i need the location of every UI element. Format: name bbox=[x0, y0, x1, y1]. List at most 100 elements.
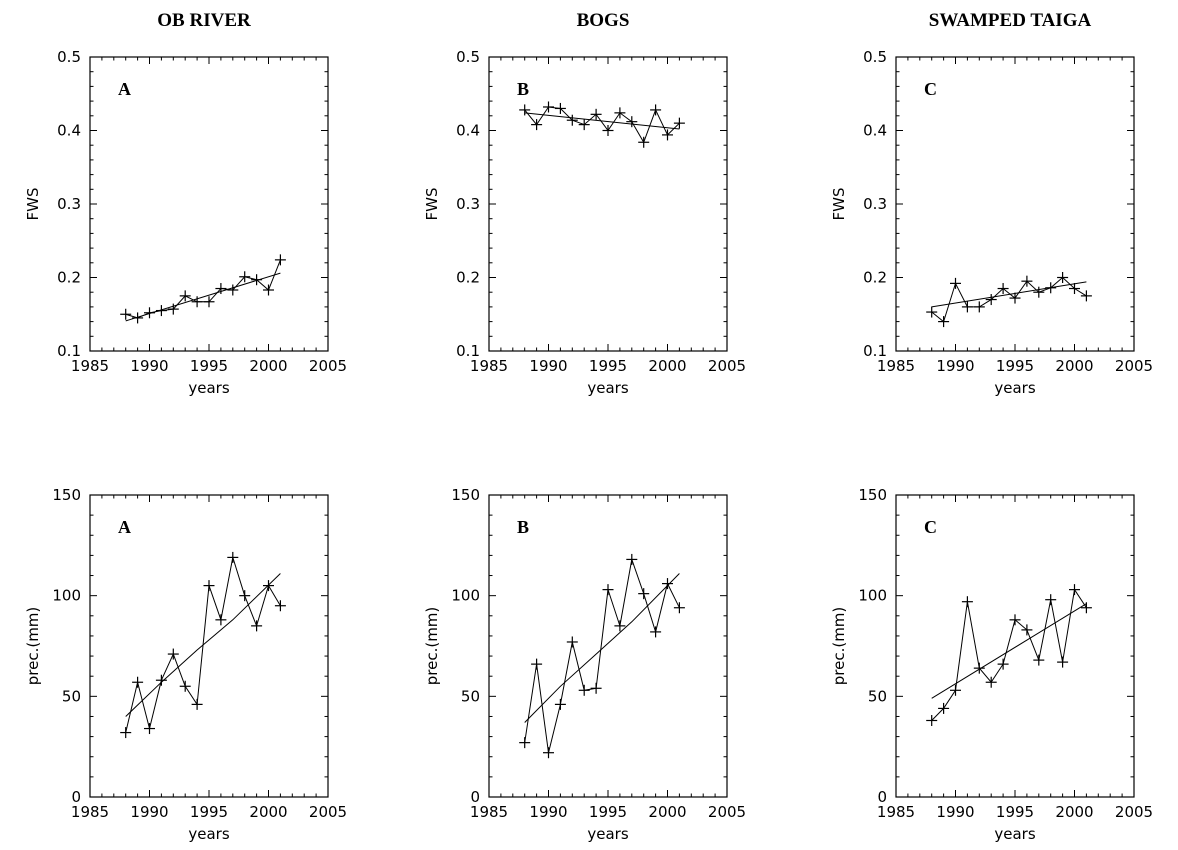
y-tick-label: 100 bbox=[858, 587, 887, 605]
panel-label: B bbox=[517, 517, 529, 537]
y-tick-label: 0.3 bbox=[863, 195, 887, 213]
data-point bbox=[227, 284, 239, 296]
y-axis-label: FWS bbox=[830, 188, 848, 221]
data-point bbox=[144, 307, 155, 319]
data-point bbox=[1057, 272, 1069, 283]
x-tick-label: 1995 bbox=[190, 357, 228, 375]
data-point bbox=[950, 277, 961, 289]
y-tick-label: 0.3 bbox=[57, 195, 81, 213]
data-point bbox=[263, 580, 274, 592]
y-tick-label: 0.4 bbox=[863, 122, 887, 140]
trend-line bbox=[931, 281, 1087, 308]
x-tick-label: 2005 bbox=[1115, 357, 1153, 375]
data-point bbox=[155, 674, 167, 686]
plot-frame bbox=[895, 494, 1135, 798]
x-tick-label: 1985 bbox=[470, 357, 508, 375]
data-point bbox=[167, 303, 179, 315]
x-tick-label: 1990 bbox=[936, 357, 974, 375]
data-point bbox=[938, 702, 950, 714]
x-tick-label: 1985 bbox=[877, 357, 915, 375]
y-tick-label: 0 bbox=[71, 788, 81, 806]
data-point bbox=[1033, 654, 1045, 666]
data-point bbox=[1069, 584, 1080, 596]
x-tick-label: 2000 bbox=[249, 803, 287, 821]
trend-line bbox=[524, 112, 680, 130]
x-tick-label: 2005 bbox=[309, 803, 347, 821]
x-tick-label: 1990 bbox=[529, 803, 567, 821]
data-point bbox=[1033, 286, 1045, 298]
x-tick-label: 2000 bbox=[1055, 357, 1093, 375]
data-point bbox=[1080, 602, 1092, 614]
data-point bbox=[120, 308, 132, 320]
data-point bbox=[215, 614, 227, 626]
data-point bbox=[227, 551, 239, 563]
trend-line bbox=[931, 603, 1087, 699]
series-line bbox=[931, 276, 1087, 323]
y-axis-label: FWS bbox=[24, 188, 42, 221]
x-axis-label: years bbox=[587, 825, 628, 843]
x-axis-label: years bbox=[994, 825, 1035, 843]
data-point bbox=[961, 301, 973, 313]
column-title-ob-river: OB RIVER bbox=[157, 10, 251, 31]
x-tick-label: 2005 bbox=[309, 357, 347, 375]
data-point bbox=[673, 602, 685, 614]
series-line bbox=[931, 588, 1087, 721]
data-point bbox=[614, 620, 626, 632]
data-point bbox=[179, 290, 191, 302]
chart-panel-2: 1985 1990 1995 2000 2005 0.1 0.2 0.3 0.4 0.5 years… bbox=[423, 48, 746, 397]
y-tick-label: 0.2 bbox=[57, 269, 81, 287]
x-tick-label: 2005 bbox=[1115, 803, 1153, 821]
x-tick-label: 1985 bbox=[470, 803, 508, 821]
x-tick-label: 1990 bbox=[130, 357, 168, 375]
y-tick-label: 0 bbox=[470, 788, 480, 806]
y-tick-label: 50 bbox=[868, 687, 887, 705]
data-point bbox=[662, 129, 673, 141]
x-tick-label: 1995 bbox=[996, 357, 1034, 375]
x-tick-label: 1990 bbox=[936, 803, 974, 821]
series-line bbox=[524, 557, 680, 753]
chart-panel-5: 1985 1990 1995 2000 2005 0 50 100 150 years prec.(… bbox=[423, 486, 746, 843]
data-point bbox=[1021, 624, 1033, 636]
data-point bbox=[263, 284, 274, 296]
data-point bbox=[203, 296, 215, 308]
panel-label: C bbox=[924, 517, 937, 537]
data-point bbox=[155, 305, 167, 317]
x-tick-label: 2000 bbox=[249, 357, 287, 375]
data-point bbox=[985, 676, 997, 688]
plot-frame bbox=[488, 56, 728, 352]
data-point bbox=[274, 600, 286, 612]
data-point bbox=[554, 698, 566, 710]
data-point bbox=[662, 578, 673, 590]
data-point bbox=[251, 620, 263, 632]
y-axis-label: FWS bbox=[423, 188, 441, 221]
data-point bbox=[191, 698, 203, 710]
data-point bbox=[554, 102, 566, 114]
data-point bbox=[203, 580, 215, 592]
y-tick-label: 0.2 bbox=[456, 269, 480, 287]
data-point bbox=[938, 316, 950, 328]
x-axis-label: years bbox=[587, 379, 628, 397]
data-point bbox=[926, 714, 938, 726]
data-point bbox=[638, 588, 650, 600]
data-point bbox=[251, 274, 263, 286]
data-point bbox=[191, 296, 203, 308]
data-point bbox=[132, 312, 144, 324]
data-point bbox=[144, 723, 155, 735]
plot-frame bbox=[488, 494, 728, 798]
panel-label: A bbox=[118, 79, 131, 99]
chart-panel-1: 1985 1990 1995 2000 2005 0.1 0.2 0.3 0.4 0.5 years… bbox=[24, 48, 347, 397]
panel-label: C bbox=[924, 79, 937, 99]
data-point bbox=[1069, 283, 1080, 295]
x-axis-label: years bbox=[188, 379, 229, 397]
data-point bbox=[997, 658, 1009, 670]
x-axis-label: years bbox=[188, 825, 229, 843]
data-point bbox=[167, 648, 179, 660]
x-tick-label: 2005 bbox=[708, 803, 746, 821]
data-point bbox=[239, 271, 251, 283]
data-point bbox=[519, 737, 531, 749]
x-tick-label: 2000 bbox=[1055, 803, 1093, 821]
data-point bbox=[1045, 282, 1057, 294]
chart-panel-6: 1985 1990 1995 2000 2005 0 50 100 150 years prec.(… bbox=[830, 486, 1153, 843]
x-tick-label: 1985 bbox=[877, 803, 915, 821]
